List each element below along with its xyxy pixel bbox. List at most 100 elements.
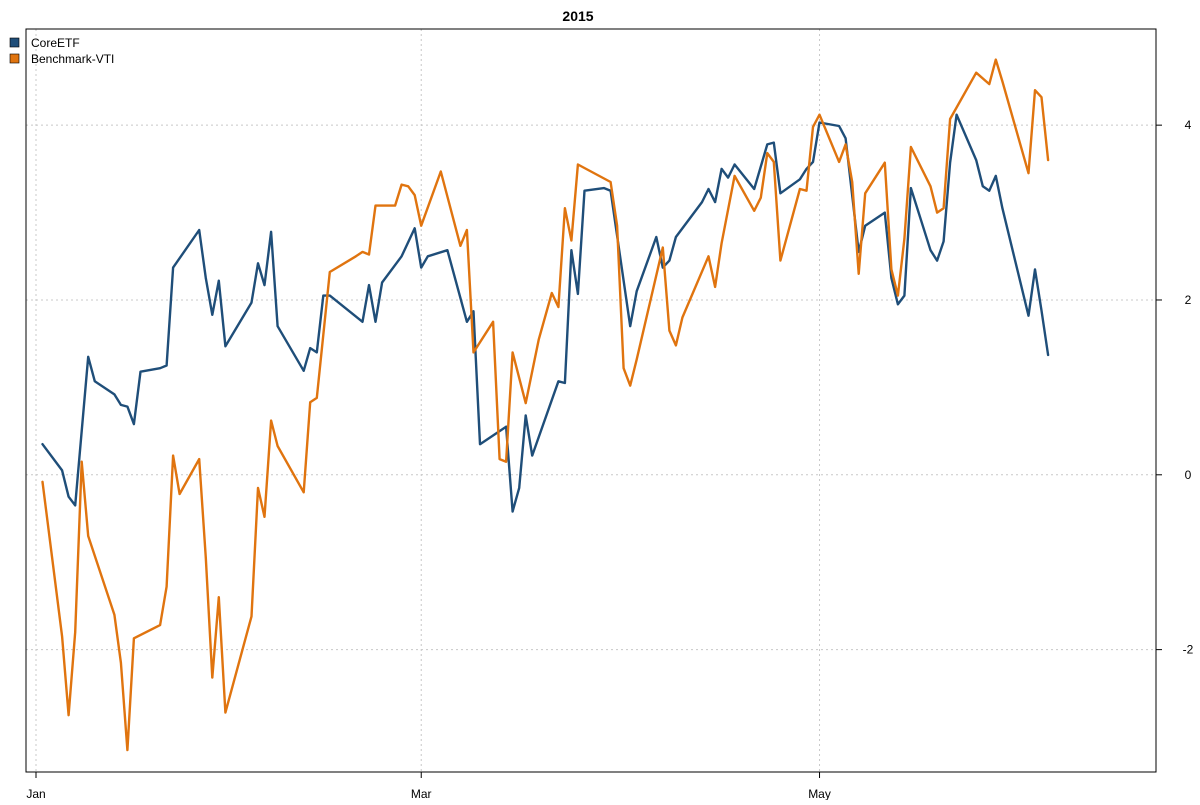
data-point-benchmark-vti: [498, 458, 501, 460]
series-line-benchmark-vti: [41, 58, 1050, 752]
data-point-benchmark-vti: [707, 255, 710, 258]
data-point-benchmark-vti: [949, 118, 951, 120]
data-point-coreetf: [897, 303, 899, 306]
data-point-benchmark-vti: [818, 113, 821, 116]
data-point-coreetf: [707, 188, 710, 190]
data-point-coreetf: [518, 487, 521, 489]
data-point-coreetf: [714, 201, 716, 204]
data-point-benchmark-vti: [629, 384, 632, 387]
data-point-coreetf: [629, 325, 632, 328]
data-point-coreetf: [270, 230, 272, 233]
data-point-benchmark-vti: [492, 320, 494, 323]
data-point-benchmark-vti: [328, 271, 331, 273]
data-point-coreetf: [994, 175, 997, 177]
data-point-benchmark-vti: [1040, 96, 1043, 99]
y-tick-label: 0: [1185, 468, 1192, 482]
plot-frame: [25, 28, 1157, 773]
data-point-coreetf: [302, 369, 305, 372]
data-point-benchmark-vti: [1034, 89, 1036, 92]
data-point-coreetf: [67, 495, 70, 498]
data-point-coreetf: [165, 364, 168, 367]
data-point-coreetf: [949, 161, 951, 164]
data-point-benchmark-vti: [80, 460, 83, 463]
data-point-benchmark-vti: [355, 255, 357, 258]
data-point-benchmark-vti: [250, 615, 253, 618]
data-point-benchmark-vti: [159, 624, 162, 626]
data-point-coreetf: [844, 137, 847, 140]
data-point-benchmark-vti: [675, 344, 677, 347]
data-point-benchmark-vti: [126, 749, 129, 751]
data-point-coreetf: [511, 510, 514, 513]
data-point-coreetf: [250, 301, 253, 304]
data-point-benchmark-vti: [67, 714, 70, 717]
legend-label: CoreETF: [31, 36, 80, 50]
data-point-coreetf: [466, 320, 468, 323]
data-point-benchmark-vti: [988, 83, 991, 85]
x-tick-label: May: [808, 787, 831, 800]
data-point-coreetf: [766, 143, 769, 146]
grid-layer: [26, 29, 1156, 772]
data-point-benchmark-vti: [459, 244, 462, 247]
data-point-coreetf: [361, 320, 364, 323]
data-point-benchmark-vti: [302, 491, 305, 494]
data-point-benchmark-vti: [975, 71, 978, 74]
data-point-coreetf: [890, 277, 893, 279]
data-point-benchmark-vti: [897, 294, 899, 297]
data-point-coreetf: [120, 404, 122, 406]
data-point-coreetf: [720, 168, 723, 170]
data-point-benchmark-vti: [211, 676, 214, 679]
data-point-coreetf: [41, 443, 44, 446]
data-point-benchmark-vti: [1047, 159, 1049, 162]
data-point-coreetf: [988, 189, 991, 192]
data-point-benchmark-vti: [466, 229, 468, 231]
y-tick-label: 4: [1185, 118, 1192, 132]
data-point-coreetf: [864, 224, 867, 227]
data-point-benchmark-vti: [133, 637, 135, 640]
data-point-benchmark-vti: [799, 188, 801, 190]
data-point-coreetf: [322, 294, 325, 297]
data-point-benchmark-vti: [224, 711, 227, 714]
data-point-coreetf: [524, 414, 527, 417]
data-point-coreetf: [159, 367, 162, 370]
data-point-coreetf: [635, 290, 638, 293]
data-point-coreetf: [981, 185, 984, 188]
data-point-benchmark-vti: [263, 515, 266, 518]
data-point-benchmark-vti: [635, 358, 638, 361]
data-point-coreetf: [315, 351, 318, 354]
chart-title: 2015: [562, 8, 593, 24]
data-point-coreetf: [276, 325, 279, 328]
x-tick-label: Mar: [411, 787, 432, 800]
data-point-coreetf: [472, 310, 475, 313]
data-point-benchmark-vti: [942, 207, 945, 210]
data-point-benchmark-vti: [439, 170, 442, 173]
data-point-benchmark-vti: [120, 661, 122, 664]
data-point-benchmark-vti: [41, 480, 44, 483]
data-point-coreetf: [61, 469, 63, 472]
x-axis: Jan Mar May: [26, 772, 831, 801]
data-point-coreetf: [701, 201, 703, 204]
data-point-coreetf: [805, 168, 808, 170]
data-point-benchmark-vti: [74, 631, 77, 633]
data-point-benchmark-vti: [270, 419, 272, 422]
data-point-benchmark-vti: [368, 253, 370, 256]
data-point-benchmark-vti: [753, 209, 756, 212]
data-point-coreetf: [655, 236, 658, 238]
data-point-coreetf: [733, 163, 736, 166]
data-point-coreetf: [779, 192, 782, 195]
y-tick-label: -2: [1183, 643, 1194, 657]
data-point-coreetf: [583, 189, 586, 192]
legend-label: Benchmark-VTI: [31, 52, 114, 66]
data-point-benchmark-vti: [315, 397, 318, 399]
data-point-coreetf: [413, 227, 416, 230]
data-point-benchmark-vti: [681, 316, 684, 319]
data-point-benchmark-vti: [903, 237, 906, 240]
data-point-benchmark-vti: [204, 556, 207, 559]
data-point-benchmark-vti: [838, 161, 840, 163]
data-point-benchmark-vti: [733, 175, 736, 177]
data-point-benchmark-vti: [276, 445, 279, 447]
data-point-coreetf: [263, 284, 266, 286]
data-point-coreetf: [426, 255, 429, 258]
data-point-coreetf: [198, 229, 201, 231]
